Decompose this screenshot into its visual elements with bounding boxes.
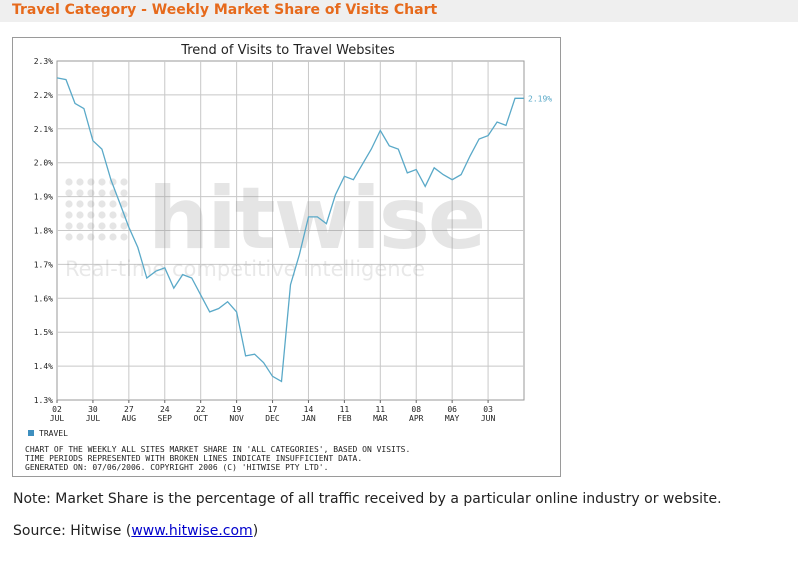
x-tick-day: 11 [375,405,385,414]
y-tick-label: 1.4% [34,362,53,371]
grid-lines [57,61,524,400]
watermark-dot [87,211,95,219]
watermark-dot [109,233,117,241]
x-axis-ticks: 02JUL30JUL27AUG24SEP22OCT19NOV17DEC14JAN… [50,400,496,423]
x-tick-month: JAN [301,414,316,423]
watermark-dot [120,233,128,241]
watermark-dot [109,222,117,230]
x-tick-day: 27 [124,405,134,414]
y-tick-label: 2.0% [34,159,53,168]
watermark-dot [98,233,106,241]
legend-swatch [28,430,34,436]
series-end-label: 2.19% [528,94,552,103]
x-tick-month: SEP [158,414,173,423]
source-line: Source: Hitwise (www.hitwise.com) [13,523,258,539]
watermark-dots [65,178,128,241]
x-tick-day: 30 [88,405,98,414]
watermark-dot [65,200,73,208]
source-prefix: Source: Hitwise ( [13,523,132,539]
y-tick-label: 1.3% [34,396,53,405]
footnote-line-1: CHART OF THE WEEKLY ALL SITES MARKET SHA… [25,445,410,454]
series-group: 2.19% [56,77,552,383]
x-tick-day: 11 [340,405,350,414]
x-tick-day: 06 [447,405,457,414]
chart-frame: Trend of Visits to Travel Websites hitwi… [12,37,561,477]
x-tick-month: JUL [50,414,65,423]
watermark-dot [87,222,95,230]
x-tick-day: 14 [304,405,314,414]
x-tick-day: 08 [411,405,421,414]
watermark-dot [120,222,128,230]
y-tick-label: 2.2% [34,91,53,100]
watermark-dot [98,200,106,208]
watermark-dot [98,222,106,230]
y-tick-label: 2.3% [34,57,53,66]
watermark-dot [120,200,128,208]
watermark-tagline: Real-time competitive intelligence [65,257,425,281]
x-tick-month: NOV [229,414,244,423]
watermark-dot [65,189,73,197]
x-tick-month: MAR [373,414,388,423]
x-tick-month: FEB [337,414,352,423]
watermark-dot [76,211,84,219]
y-tick-label: 1.5% [34,328,53,337]
note-text: Note: Market Share is the percentage of … [13,491,722,507]
watermark-dot [65,211,73,219]
x-tick-month: AUG [122,414,137,423]
watermark-dot [98,178,106,186]
x-tick-day: 19 [232,405,242,414]
x-tick-day: 24 [160,405,170,414]
watermark-dot [65,222,73,230]
x-tick-month: DEC [265,414,280,423]
y-axis-ticks: 2.3% 2.2% 2.1% 2.0% 1.9% 1.8% 1.7% 1.6% 1.5% 1.4%… [34,57,53,405]
watermark-brand: hitwise [148,169,484,269]
x-tick-month: JUN [481,414,496,423]
watermark-dot [76,189,84,197]
series-line-travel [56,77,524,383]
footnote-line-3: GENERATED ON: 07/06/2006. COPYRIGHT 2006… [25,463,328,472]
chart-title: Trend of Visits to Travel Websites [180,43,395,58]
watermark-dot [65,233,73,241]
watermark-dot [109,200,117,208]
x-tick-day: 17 [268,405,278,414]
watermark-dot [87,233,95,241]
x-tick-day: 02 [52,405,62,414]
legend-label: TRAVEL [39,429,68,438]
x-tick-month: MAY [445,414,460,423]
watermark-dot [76,178,84,186]
x-tick-day: 22 [196,405,206,414]
y-tick-label: 1.8% [34,227,53,236]
watermark-dot [76,222,84,230]
source-suffix: ) [252,523,259,539]
x-tick-month: OCT [193,414,208,423]
chart-svg: Trend of Visits to Travel Websites hitwi… [25,43,552,472]
watermark-dot [109,211,117,219]
x-tick-day: 03 [483,405,493,414]
watermark: hitwise Real-time competitive intelligen… [65,169,486,281]
watermark-dot [87,189,95,197]
y-tick-label: 1.7% [34,260,53,269]
watermark-dot [98,211,106,219]
watermark-dot [98,189,106,197]
watermark-dot [120,189,128,197]
x-tick-month: APR [409,414,424,423]
watermark-dot [87,178,95,186]
watermark-dot [120,178,128,186]
y-tick-label: 1.9% [34,193,53,202]
footnote-line-2: TIME PERIODS REPRESENTED WITH BROKEN LIN… [25,454,362,463]
watermark-dot [76,233,84,241]
x-tick-month: JUL [86,414,101,423]
source-link[interactable]: www.hitwise.com [131,523,253,539]
watermark-dot [87,200,95,208]
watermark-dot [65,178,73,186]
page-title: Travel Category - Weekly Market Share of… [12,2,438,18]
header-bar: Travel Category - Weekly Market Share of… [0,0,798,22]
watermark-dot [76,200,84,208]
y-tick-label: 2.1% [34,125,53,134]
y-tick-label: 1.6% [34,294,53,303]
